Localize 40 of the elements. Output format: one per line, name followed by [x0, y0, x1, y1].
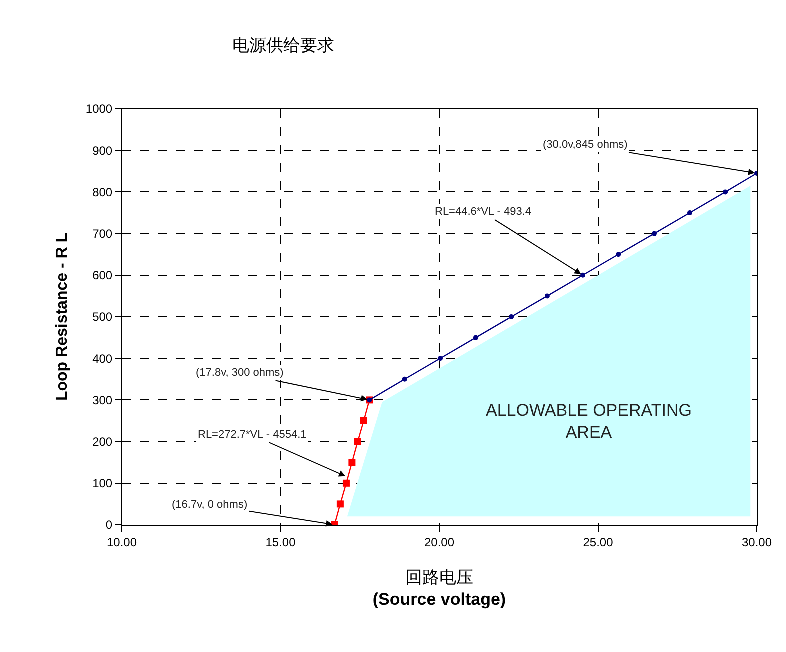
annotation: ALLOWABLE OPERATING AREA: [486, 401, 692, 442]
annotation: (16.7v, 0 ohms): [172, 499, 248, 511]
point: [616, 252, 622, 258]
y-tick-label: 400: [92, 352, 113, 366]
y-tick-label: 100: [92, 476, 113, 491]
point: [348, 459, 356, 466]
point: [354, 438, 362, 446]
x-axis-title: 回路电压 (Source voltage): [372, 568, 506, 609]
point: [474, 335, 479, 340]
y-tick-label: 900: [92, 144, 113, 158]
y-axis-title: Loop Resistance - R L: [54, 232, 71, 402]
point: [544, 294, 550, 299]
x-tick-label: 30.00: [742, 535, 772, 550]
point: [509, 314, 514, 320]
y-tick-label: 1000: [86, 102, 113, 116]
x-tick-label: 20.00: [424, 535, 455, 550]
x-tick-label: 25.00: [583, 535, 614, 550]
annotation: RL=272.7*VL - 4554.1: [198, 429, 307, 441]
point: [723, 190, 728, 195]
point: [580, 272, 586, 278]
y-tick-label: 500: [92, 310, 113, 324]
point: [652, 231, 657, 236]
x-tick-label: 15.00: [266, 535, 296, 550]
y-tick-label: 700: [92, 227, 113, 241]
y-tick-label: 600: [92, 268, 113, 283]
point: [336, 500, 344, 508]
chart-title: 电源供给要求: [232, 36, 335, 56]
point: [402, 376, 408, 382]
point: [688, 210, 693, 216]
point: [360, 418, 368, 424]
point: [438, 356, 443, 362]
annotation: (17.8v, 300 ohms): [196, 367, 284, 379]
y-tick-label: 200: [92, 435, 113, 449]
annotation: RL=44.6*VL - 493.4: [435, 206, 532, 218]
y-tick-label: 0: [106, 518, 113, 532]
y-tick-label: 300: [92, 393, 113, 408]
y-tick-label: 800: [92, 185, 113, 200]
point: [342, 480, 350, 487]
annotation: (30.0v,845 ohms): [543, 139, 628, 151]
x-tick-label: 10.00: [106, 535, 138, 550]
